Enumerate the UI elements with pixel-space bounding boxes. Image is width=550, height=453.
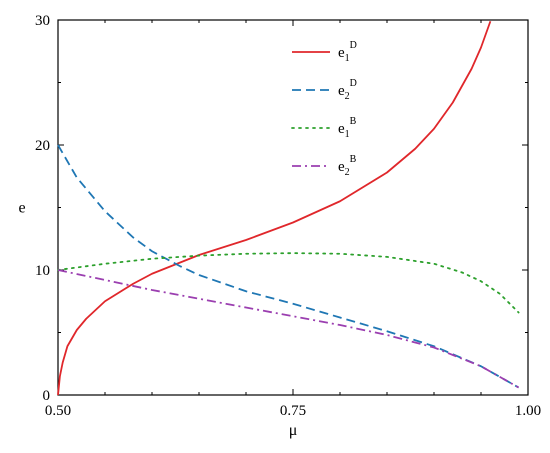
x-axis-title: μ [289, 422, 298, 439]
legend-item-e2D: e2D [292, 78, 357, 102]
legend-label: e1B [338, 116, 357, 140]
y-tick-label: 10 [35, 263, 50, 279]
x-tick-label: 0.50 [45, 403, 71, 419]
x-tick-label: 1.00 [515, 403, 541, 419]
legend-item-e1B: e1B [291, 116, 357, 140]
series-group [57, 20, 520, 396]
series-line-e1B [57, 252, 520, 314]
y-axis-title: e [18, 200, 25, 217]
series-line-e2B [57, 269, 520, 389]
series-line-e2D [57, 144, 520, 389]
x-tick-label: 0.75 [280, 403, 306, 419]
series-line-e1D [57, 20, 492, 396]
axes: 0.50 0.75 1.00 0 10 20 30 [35, 13, 541, 419]
y-tick-label: 0 [43, 388, 51, 404]
legend-item-e1D: e1D [292, 40, 357, 64]
y-tick-label: 30 [35, 13, 50, 29]
legend-label: e2B [338, 154, 357, 178]
y-tick-label: 20 [35, 138, 50, 154]
legend-item-e2B: e2B [292, 154, 357, 178]
legend-label: e2D [338, 78, 357, 102]
plot-frame [57, 19, 529, 396]
legend: e1D e2D e1B e2B [291, 40, 357, 178]
legend-label: e1D [338, 40, 357, 64]
